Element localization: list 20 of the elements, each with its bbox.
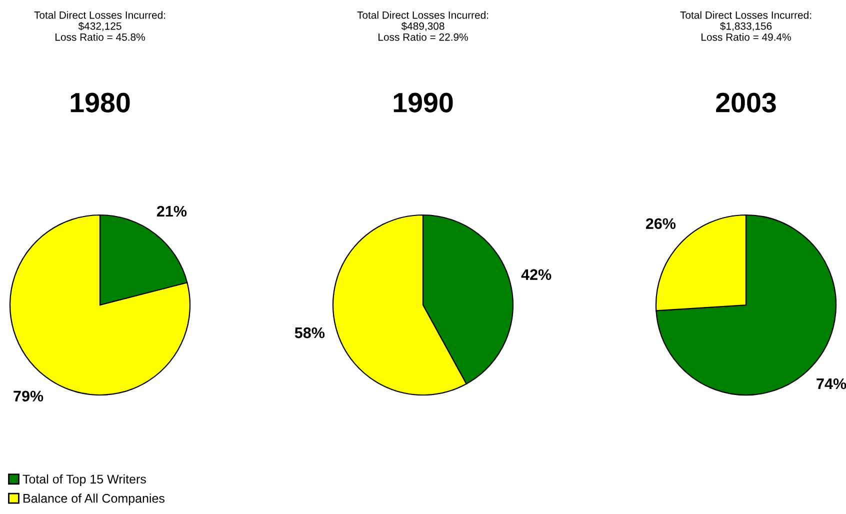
chart-title: 1980 <box>70 92 130 112</box>
data-label: 42% <box>521 269 552 280</box>
text: Loss Ratio = 45.8% <box>56 33 145 41</box>
text: Total Direct Losses Incurred: <box>680 11 812 19</box>
legend-label: Total of Top 15 Writers <box>22 474 146 486</box>
text: $1,833,156 <box>720 22 772 32</box>
data-label: 79% <box>14 390 44 402</box>
text: Total Direct Losses Incurred: <box>34 11 166 19</box>
text: Loss Ratio = 49.4% <box>702 33 791 41</box>
legend-label: Balance of All Companies <box>24 494 164 506</box>
chart-title: 2003 <box>716 92 776 112</box>
text: $432,125 <box>78 22 122 32</box>
text: Loss Ratio = 22.9% <box>378 33 468 41</box>
chart-title: 1990 <box>394 92 453 112</box>
text: $489,308 <box>401 22 444 32</box>
data-label: 26% <box>646 218 676 230</box>
data-label: 21% <box>156 206 187 217</box>
data-label: 58% <box>294 327 325 338</box>
data-label: 74% <box>816 378 846 390</box>
text: Total Direct Losses Incurred: <box>357 11 488 19</box>
